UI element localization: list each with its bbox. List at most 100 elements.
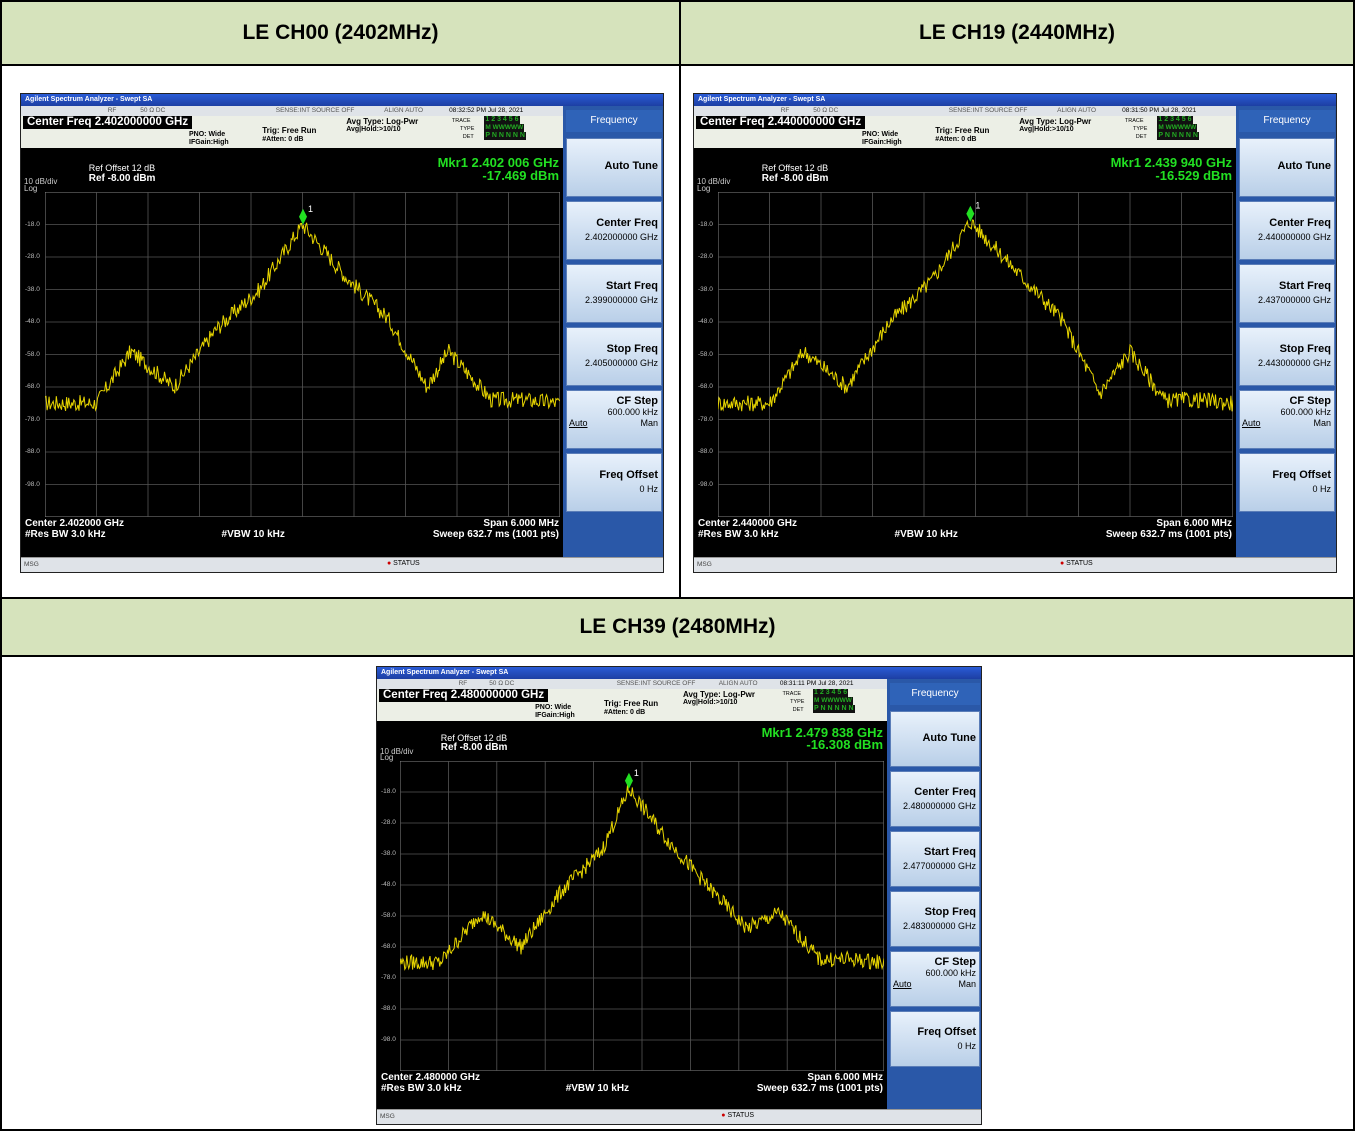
softkey-label: Center Freq xyxy=(1269,216,1331,229)
status-strip: RF 50 Ω DC SENSE:INT SOURCE OFF ALIGN AU… xyxy=(377,679,887,689)
freq-offset-softkey[interactable]: Freq Offset 0 Hz xyxy=(890,1011,980,1067)
marker-number-label: 1 xyxy=(975,201,980,211)
trace-label: TRACE xyxy=(782,691,802,697)
softkey-value: 0 Hz xyxy=(639,483,658,494)
marker-frequency: Mkr1 2.439 940 GHz xyxy=(1110,155,1232,171)
avg-type-label: Avg Type: Log-Pwr xyxy=(1019,117,1092,126)
auto-tune-softkey[interactable]: Auto Tune xyxy=(890,711,980,767)
impedance-label: 50 Ω DC xyxy=(140,107,166,114)
heading-ch39-text: LE CH39 (2480MHz) xyxy=(579,615,776,638)
stop-freq-softkey[interactable]: Stop Freq 2.405000000 GHz xyxy=(566,327,662,386)
rf-label: RF xyxy=(780,107,790,114)
spectrum-plot: 1 xyxy=(400,761,884,1071)
softkey-panel: Frequency Auto Tune Center Freq 2.440000000… xyxy=(1236,106,1336,558)
stop-freq-softkey[interactable]: Stop Freq 2.483000000 GHz xyxy=(890,891,980,947)
marker-frequency: Mkr1 2.402 006 GHz xyxy=(437,155,559,171)
status-indicator[interactable]: ● STATUS xyxy=(721,1112,754,1119)
cf-man-option[interactable]: Man xyxy=(640,418,658,428)
y-tick-label: -98.0 xyxy=(25,480,40,488)
message-bar: MSG ● STATUS xyxy=(21,557,663,572)
sense-label: SENSE:INT SOURCE OFF xyxy=(948,107,1028,114)
det-label: DET xyxy=(1135,134,1147,140)
cf-auto-option[interactable]: Auto xyxy=(569,418,588,428)
atten-label: #Atten: 0 dB xyxy=(603,709,646,716)
type-label: TYPE xyxy=(460,126,475,132)
type-label: TYPE xyxy=(1133,126,1148,132)
auto-tune-softkey[interactable]: Auto Tune xyxy=(1239,138,1335,197)
cf-step-softkey[interactable]: CF Step 600.000 kHz Auto Man xyxy=(566,390,662,449)
trig-label: Trig: Free Run xyxy=(262,126,317,135)
cf-man-option[interactable]: Man xyxy=(958,979,976,989)
marker-amplitude: -16.308 dBm xyxy=(806,737,883,753)
center-freq-footer: Center 2.480000 GHz xyxy=(381,1072,480,1083)
ref-level: Ref -8.00 dBm xyxy=(761,172,829,184)
det-label: DET xyxy=(792,707,804,713)
marker-diamond-icon[interactable] xyxy=(624,772,633,789)
center-freq-softkey[interactable]: Center Freq 2.480000000 GHz xyxy=(890,771,980,827)
center-freq-softkey[interactable]: Center Freq 2.440000000 GHz xyxy=(1239,201,1335,260)
start-freq-softkey[interactable]: Start Freq 2.437000000 GHz xyxy=(1239,264,1335,323)
y-tick-label: -78.0 xyxy=(698,415,713,423)
freq-offset-softkey[interactable]: Freq Offset 0 Hz xyxy=(1239,453,1335,512)
timestamp: 08:31:50 PM Jul 28, 2021 xyxy=(1122,107,1197,114)
softkey-value: 2.402000000 GHz xyxy=(584,231,658,242)
spectrum-analyzer-ch39: Agilent Spectrum Analyzer - Swept SA RF … xyxy=(376,666,982,1125)
y-tick-label: -88.0 xyxy=(698,448,713,455)
align-label: ALIGN AUTO xyxy=(1057,107,1097,114)
scale-label: 10 dB/div xyxy=(24,177,58,187)
cf-auto-option[interactable]: Auto xyxy=(1242,418,1261,428)
ref-offset: Ref Offset 12 dB xyxy=(440,733,508,744)
det-label: DET xyxy=(462,134,474,140)
y-tick-label: -58.0 xyxy=(698,350,713,358)
center-freq-readout[interactable]: Center Freq 2.480000000 GHz xyxy=(379,689,549,702)
spectrum-trace xyxy=(45,222,560,412)
center-freq-readout[interactable]: Center Freq 2.402000000 GHz xyxy=(23,116,193,129)
center-freq-readout[interactable]: Center Freq 2.440000000 GHz xyxy=(696,116,866,129)
start-freq-softkey[interactable]: Start Freq 2.477000000 GHz xyxy=(890,831,980,887)
message-bar: MSG ● STATUS xyxy=(694,557,1336,572)
marker-diamond-icon[interactable] xyxy=(966,205,975,222)
auto-tune-softkey[interactable]: Auto Tune xyxy=(566,138,662,197)
timestamp: 08:31:11 PM Jul 28, 2021 xyxy=(779,680,854,687)
y-tick-label: -68.0 xyxy=(25,383,40,390)
det-values: P N N N N N xyxy=(813,705,855,713)
status-indicator[interactable]: ● STATUS xyxy=(1060,560,1093,567)
softkey-label: Stop Freq xyxy=(606,342,658,355)
pno-label: PNO: Wide xyxy=(862,131,899,138)
cf-step-softkey[interactable]: CF Step 600.000 kHz Auto Man xyxy=(890,951,980,1007)
ref-level: Ref -8.00 dBm xyxy=(88,172,156,184)
heading-ch19-text: LE CH19 (2440MHz) xyxy=(918,21,1116,44)
align-label: ALIGN AUTO xyxy=(718,680,758,687)
softkey-label: Auto Tune xyxy=(604,159,658,172)
start-freq-softkey[interactable]: Start Freq 2.399000000 GHz xyxy=(566,264,662,323)
softkey-label: Freq Offset xyxy=(599,468,658,481)
y-tick-label: -78.0 xyxy=(381,974,396,981)
softkey-value: 600.000 kHz xyxy=(607,407,658,417)
heading-ch00: LE CH00 (2402MHz) xyxy=(0,0,681,66)
center-freq-softkey[interactable]: Center Freq 2.402000000 GHz xyxy=(566,201,662,260)
heading-ch39: LE CH39 (2480MHz) xyxy=(0,597,1355,657)
cf-auto-option[interactable]: Auto xyxy=(893,979,912,989)
y-tick-label: -58.0 xyxy=(25,350,40,358)
msg-label: MSG xyxy=(24,561,39,568)
vbw: #VBW 10 kHz xyxy=(565,1083,630,1094)
window-title: Agilent Spectrum Analyzer - Swept SA xyxy=(694,94,1336,106)
freq-offset-softkey[interactable]: Freq Offset 0 Hz xyxy=(566,453,662,512)
y-tick-label: -38.0 xyxy=(698,285,713,293)
scale-label: 10 dB/div xyxy=(380,746,414,756)
marker-amplitude: -17.469 dBm xyxy=(482,167,559,183)
ifgain-label: IFGain:High xyxy=(862,139,902,146)
softkey-label: CF Step xyxy=(616,395,658,407)
stop-freq-softkey[interactable]: Stop Freq 2.443000000 GHz xyxy=(1239,327,1335,386)
softkey-label: Center Freq xyxy=(914,786,976,798)
status-label: STATUS xyxy=(1066,560,1093,567)
span: Span 6.000 MHz xyxy=(1156,518,1232,529)
settings-bar: Center Freq 2.402000000 GHz PNO: Wide IF… xyxy=(21,116,563,148)
align-label: ALIGN AUTO xyxy=(384,107,424,114)
status-indicator[interactable]: ● STATUS xyxy=(387,560,420,567)
status-strip: RF 50 Ω DC SENSE:INT SOURCE OFF ALIGN AU… xyxy=(694,106,1236,116)
cf-man-option[interactable]: Man xyxy=(1313,418,1331,428)
sweep: Sweep 632.7 ms (1001 pts) xyxy=(1105,529,1232,540)
marker-diamond-icon[interactable] xyxy=(299,208,308,225)
cf-step-softkey[interactable]: CF Step 600.000 kHz Auto Man xyxy=(1239,390,1335,449)
